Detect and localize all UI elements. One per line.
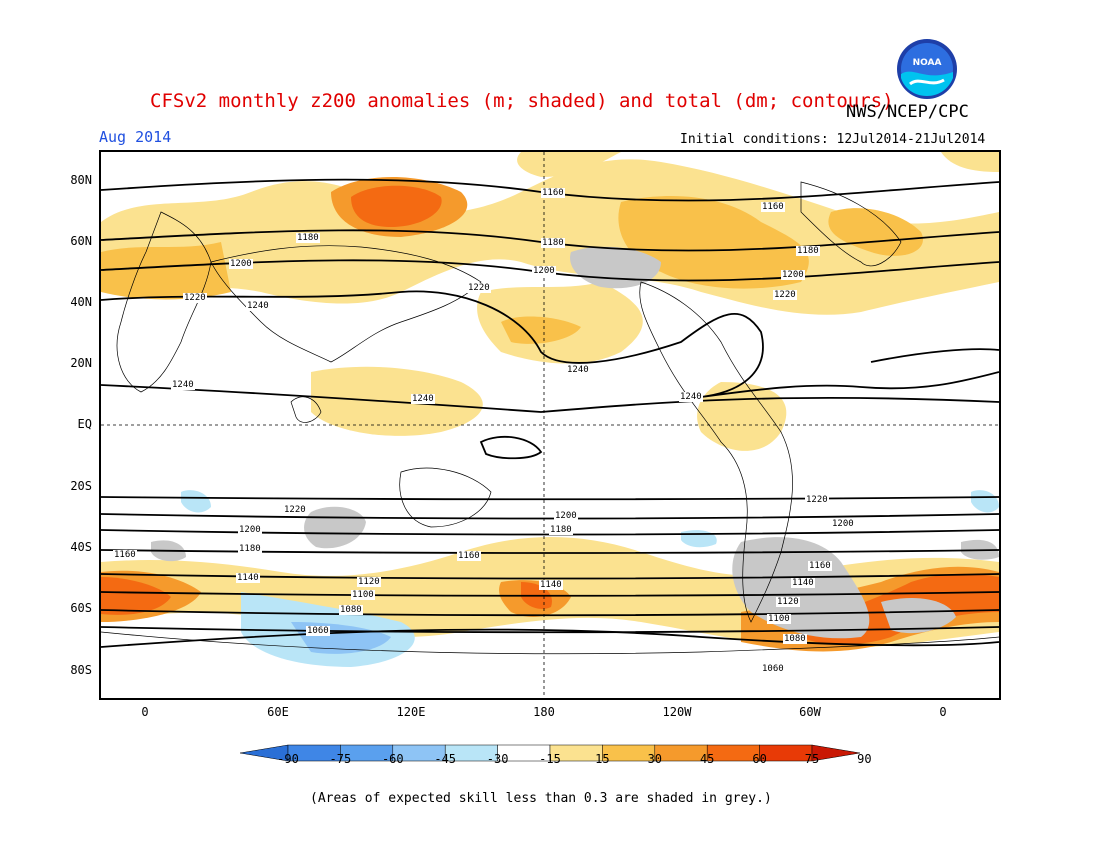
colorbar-tick-label: -30 xyxy=(486,752,509,766)
colorbar-tick-label: 90 xyxy=(857,752,872,766)
contour-label: 1200 xyxy=(229,259,253,269)
initial-conditions: Initial conditions: 12Jul2014-21Jul2014 xyxy=(680,132,986,147)
colorbar-tick-label: 60 xyxy=(752,752,767,766)
lon-label: 120E xyxy=(396,705,426,719)
colorbar-tick-label: 45 xyxy=(699,752,715,766)
lon-label: 60W xyxy=(799,705,821,719)
forecast-period: Aug 2014 xyxy=(99,128,172,146)
contour-label: 1220 xyxy=(805,495,829,505)
lat-label: 40N xyxy=(70,295,92,309)
contour-label: 1240 xyxy=(171,380,195,390)
contour-label: 1140 xyxy=(236,573,260,583)
lat-label: EQ xyxy=(77,417,92,431)
contour-label: 1120 xyxy=(776,597,800,607)
contour-label: 1120 xyxy=(357,577,381,587)
logo-text: NOAA xyxy=(913,58,942,68)
contour-label: 1200 xyxy=(532,266,556,276)
contour-label: 1200 xyxy=(831,519,855,529)
contour-label: 1240 xyxy=(566,365,590,375)
colorbar-tick-label: -45 xyxy=(434,752,457,766)
colorbar-tick-label: 15 xyxy=(595,752,610,766)
contour-label: 1220 xyxy=(283,505,307,515)
colorbar-tick-label: -90 xyxy=(277,752,299,766)
lat-label: 20N xyxy=(70,356,92,370)
colorbar xyxy=(240,744,860,762)
contour-label: 1220 xyxy=(773,290,797,300)
lon-label: 0 xyxy=(141,705,149,719)
contour-label: 1160 xyxy=(541,188,565,198)
contour-label: 1140 xyxy=(791,578,815,588)
contour-label: 1200 xyxy=(781,270,805,280)
contour-label: 1100 xyxy=(351,590,375,600)
contour-label: 1200 xyxy=(554,511,578,521)
contour-label: 1240 xyxy=(679,392,703,402)
contour-label: 1080 xyxy=(783,634,807,644)
contour-label: 1160 xyxy=(808,561,832,571)
contour-label: 1160 xyxy=(457,551,481,561)
colorbar-tick-label: -15 xyxy=(539,752,561,766)
lon-label: 60E xyxy=(267,705,289,719)
contour-label: 1180 xyxy=(238,544,262,554)
contour-label: 1220 xyxy=(183,293,207,303)
contour-label: 1180 xyxy=(541,238,565,248)
contour-label: 1200 xyxy=(238,525,262,535)
contour-label: 1100 xyxy=(767,614,791,624)
footnote: (Areas of expected skill less than 0.3 a… xyxy=(310,791,772,806)
contour-label: 1240 xyxy=(246,301,270,311)
map-panel: 1160 1160 1180 1180 1180 1200 1200 1200 … xyxy=(99,150,1001,700)
contour-label: 1140 xyxy=(539,580,563,590)
contour-label: 1240 xyxy=(411,394,435,404)
lat-label: 80N xyxy=(70,173,92,187)
colorbar-tick-label: 30 xyxy=(647,752,663,766)
contour-label: 1080 xyxy=(339,605,363,615)
lat-label: 80S xyxy=(70,663,92,677)
contour-label: 1160 xyxy=(113,550,137,560)
noaa-logo: NOAA xyxy=(897,39,957,99)
lon-label: 120W xyxy=(662,705,692,719)
chart-title: CFSv2 monthly z200 anomalies (m; shaded)… xyxy=(150,90,894,112)
contour-label: 1180 xyxy=(296,233,320,243)
colorbar-arrow-right xyxy=(811,744,860,762)
colorbar-tick-label: -60 xyxy=(381,752,404,766)
lat-label: 60S xyxy=(70,601,92,615)
lat-label: 20S xyxy=(70,479,92,493)
lon-label: 180 xyxy=(533,705,555,719)
colorbar-tick-label: 75 xyxy=(804,752,820,766)
lat-label: 60N xyxy=(70,234,92,248)
contour-label: 1060 xyxy=(306,626,330,636)
contour-label: 1220 xyxy=(467,283,491,293)
agency-label: NWS/NCEP/CPC xyxy=(846,102,969,122)
anomaly-map xyxy=(101,152,999,698)
contour-label: 1180 xyxy=(796,246,820,256)
contour-label: 1060 xyxy=(761,664,785,674)
contour-label: 1160 xyxy=(761,202,785,212)
lon-label: 0 xyxy=(939,705,947,719)
lat-label: 40S xyxy=(70,540,92,554)
colorbar-tick-label: -75 xyxy=(329,752,352,766)
contour-label: 1180 xyxy=(549,525,573,535)
